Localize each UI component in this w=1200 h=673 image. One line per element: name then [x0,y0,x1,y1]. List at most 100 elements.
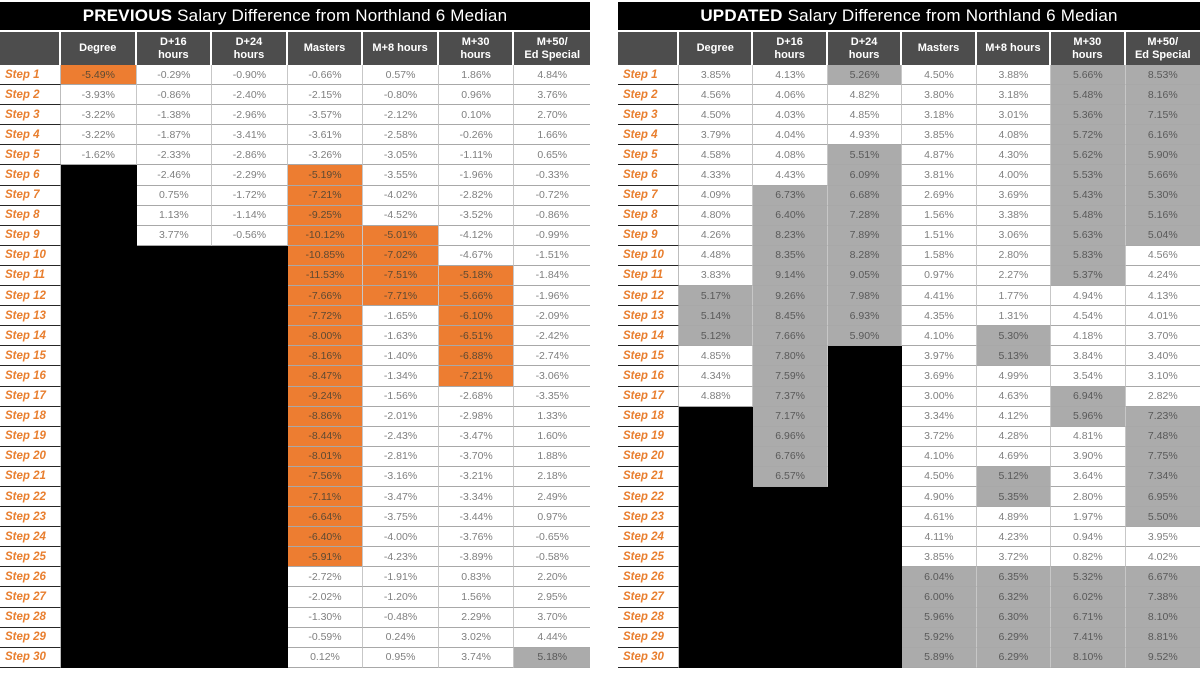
data-cell: 6.57% [753,466,828,487]
data-cell: 5.12% [976,466,1052,487]
empty-cell [136,547,213,568]
data-cell: 3.85% [679,65,754,86]
step-label: Step 26 [618,567,679,588]
empty-cell [212,486,288,508]
data-cell: 5.63% [1051,225,1126,246]
data-cell: -1.14% [212,205,288,226]
data-cell: 3.72% [902,426,977,447]
data-cell: -3.70% [438,446,515,467]
data-cell: -6.51% [438,326,515,347]
empty-cell [679,466,754,487]
empty-cell [827,446,903,467]
data-cell: -0.48% [363,607,439,628]
data-cell: -0.26% [438,125,515,146]
data-cell: 5.12% [679,326,754,347]
data-cell: -3.57% [287,105,364,126]
data-cell: -2.81% [363,446,439,467]
data-cell: 4.48% [679,245,754,266]
data-cell: 4.61% [902,507,977,528]
step-label: Step 23 [618,507,679,528]
empty-cell [827,426,903,447]
column-header: Masters [902,32,977,65]
data-cell: 6.95% [1125,486,1200,508]
data-cell: -1.91% [363,567,439,588]
data-cell: -1.40% [363,346,439,367]
data-cell: -0.99% [514,225,590,246]
data-cell: 5.13% [976,346,1052,367]
empty-cell [61,527,137,548]
data-cell: 1.58% [902,245,977,266]
data-cell: 4.12% [976,406,1052,427]
data-cell: 1.33% [514,406,590,427]
data-cell: 4.88% [679,386,754,407]
data-cell: 3.18% [976,85,1052,106]
data-cell: 3.77% [136,225,213,246]
step-label: Step 6 [0,165,61,186]
data-cell: 4.28% [976,426,1052,447]
step-label: Step 11 [0,265,61,287]
empty-cell [753,486,828,508]
data-cell: -3.22% [61,105,137,126]
data-cell: 8.10% [1125,607,1200,628]
empty-cell [136,486,213,508]
data-cell: 5.17% [679,286,754,307]
empty-cell [61,406,137,427]
empty-cell [61,286,137,307]
data-cell: -0.33% [514,165,590,186]
data-cell: 3.01% [976,105,1052,126]
data-cell: -1.20% [363,587,439,608]
data-cell: 4.99% [976,366,1052,387]
empty-cell [827,346,903,367]
empty-cell [212,446,288,467]
step-label: Step 30 [618,647,679,668]
data-cell: 0.95% [363,647,439,668]
column-header: Degree [679,32,754,65]
step-label: Step 5 [618,145,679,166]
data-cell: -0.66% [287,65,364,86]
data-cell: 3.74% [438,647,515,668]
data-cell: 4.24% [1125,265,1200,287]
data-cell: 4.09% [679,185,754,206]
empty-cell [61,205,137,226]
data-cell: 3.83% [679,265,754,287]
data-cell: -0.65% [514,527,590,548]
data-cell: 4.94% [1051,286,1126,307]
data-cell: 5.30% [1125,185,1200,206]
data-cell: 4.11% [902,527,977,548]
step-label: Step 29 [618,627,679,648]
data-cell: -7.21% [438,366,515,387]
data-cell: 4.01% [1125,306,1200,327]
empty-cell [136,507,213,528]
data-cell: 4.10% [902,446,977,467]
data-cell: 7.28% [827,205,903,226]
data-cell: 6.40% [753,205,828,226]
data-cell: -0.56% [212,225,288,246]
data-cell: 3.06% [976,225,1052,246]
data-cell: 4.44% [514,627,590,648]
data-cell: -2.82% [438,185,515,206]
empty-cell [61,547,137,568]
data-cell: 4.08% [753,145,828,166]
empty-cell [212,466,288,487]
empty-cell [136,326,213,347]
data-cell: -3.89% [438,547,515,568]
data-cell: -9.25% [287,205,364,226]
empty-cell [136,627,213,648]
data-cell: -8.44% [287,426,364,447]
step-label: Step 5 [0,145,61,166]
data-cell: 0.83% [438,567,515,588]
data-cell: -6.64% [287,507,364,528]
data-cell: 0.82% [1051,547,1126,568]
empty-cell [679,647,754,668]
data-cell: -3.16% [363,466,439,487]
empty-cell [753,627,828,648]
data-cell: 5.83% [1051,245,1126,266]
empty-cell [61,225,137,246]
data-cell: 6.29% [976,627,1052,648]
data-cell: 4.06% [753,85,828,106]
empty-cell [61,386,137,407]
data-cell: -3.61% [287,125,364,146]
data-cell: 4.82% [827,85,903,106]
data-cell: 3.97% [902,346,977,367]
data-cell: -8.86% [287,406,364,427]
